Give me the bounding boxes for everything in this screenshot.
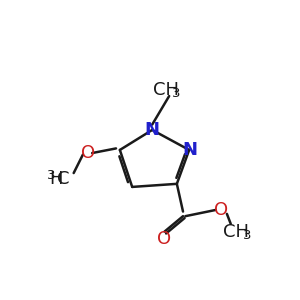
Text: O: O (157, 230, 171, 248)
Text: 3: 3 (243, 229, 251, 242)
Text: O: O (214, 201, 229, 219)
Text: 3: 3 (172, 87, 180, 100)
Text: C: C (56, 170, 69, 188)
Text: O: O (81, 144, 95, 162)
Text: CH: CH (153, 81, 179, 99)
Text: N: N (145, 121, 160, 139)
Text: H: H (50, 170, 63, 188)
Text: 3: 3 (47, 169, 56, 182)
Text: CH: CH (223, 223, 249, 241)
Text: N: N (182, 141, 197, 159)
